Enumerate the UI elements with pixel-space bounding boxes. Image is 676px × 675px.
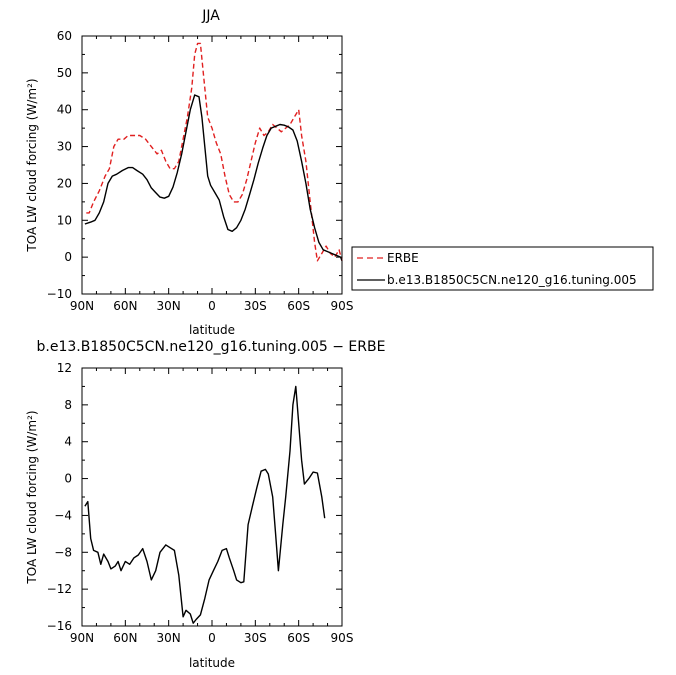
top-x-axis-label: latitude — [189, 323, 235, 337]
y-tick-label: 30 — [57, 140, 72, 154]
y-tick-label: 0 — [64, 472, 72, 486]
y-tick-label: 12 — [57, 361, 72, 375]
plot-frame — [81, 367, 343, 627]
legend-erbe-label: ERBE — [387, 251, 419, 265]
y-tick-label: −4 — [54, 508, 72, 522]
bottom-y-axis-label: TOA LW cloud forcing (W/m²) — [25, 410, 39, 584]
series-line-b-e13-b1850c5cn-ne120-g16-tuning-005 — [84, 94, 343, 262]
bottom-x-axis-label: latitude — [189, 656, 235, 670]
y-tick-label: 60 — [57, 29, 72, 43]
y-tick-label: −16 — [47, 619, 72, 633]
y-tick-label: −12 — [47, 582, 72, 596]
bottom-chart-panel: b.e13.B1850C5CN.ne120_g16.tuning.005 − E… — [25, 339, 385, 670]
y-tick-label: 20 — [57, 176, 72, 190]
x-tick-label: 60S — [287, 299, 310, 313]
y-tick-label: 4 — [64, 435, 72, 449]
x-tick-label: 30S — [244, 631, 267, 645]
y-tick-label: 0 — [64, 250, 72, 264]
bottom-chart-title: b.e13.B1850C5CN.ne120_g16.tuning.005 − E… — [37, 339, 386, 355]
x-tick-label: 30N — [157, 299, 181, 313]
x-tick-label: 60N — [113, 299, 137, 313]
x-tick-label: 30N — [157, 631, 181, 645]
x-tick-label: 90N — [70, 299, 94, 313]
y-tick-label: 10 — [57, 213, 72, 227]
x-tick-label: 90N — [70, 631, 94, 645]
y-tick-label: −10 — [47, 287, 72, 301]
top-chart-title: JJA — [201, 8, 220, 24]
legend-model-label: b.e13.B1850C5CN.ne120_g16.tuning.005 — [387, 273, 637, 287]
x-tick-label: 90S — [331, 631, 354, 645]
y-tick-label: 50 — [57, 66, 72, 80]
top-chart-panel: JJA 90N 60N 30N 0 30S 60S 90S−100102030405060 … — [25, 8, 654, 337]
legend: ERBE b.e13.B1850C5CN.ne120_g16.tuning.00… — [351, 246, 654, 291]
legend-box — [351, 246, 654, 291]
x-tick-label: 90S — [331, 299, 354, 313]
series-line-erbe — [86, 42, 343, 262]
x-tick-label: 0 — [208, 631, 216, 645]
y-tick-label: 8 — [64, 398, 72, 412]
x-tick-label: 30S — [244, 299, 267, 313]
top-y-axis-label: TOA LW cloud forcing (W/m²) — [25, 78, 39, 252]
x-tick-label: 60S — [287, 631, 310, 645]
y-tick-label: 40 — [57, 103, 72, 117]
x-tick-label: 60N — [113, 631, 137, 645]
series-line-1-0 — [84, 385, 326, 624]
x-tick-label: 0 — [208, 299, 216, 313]
y-tick-label: −8 — [54, 545, 72, 559]
